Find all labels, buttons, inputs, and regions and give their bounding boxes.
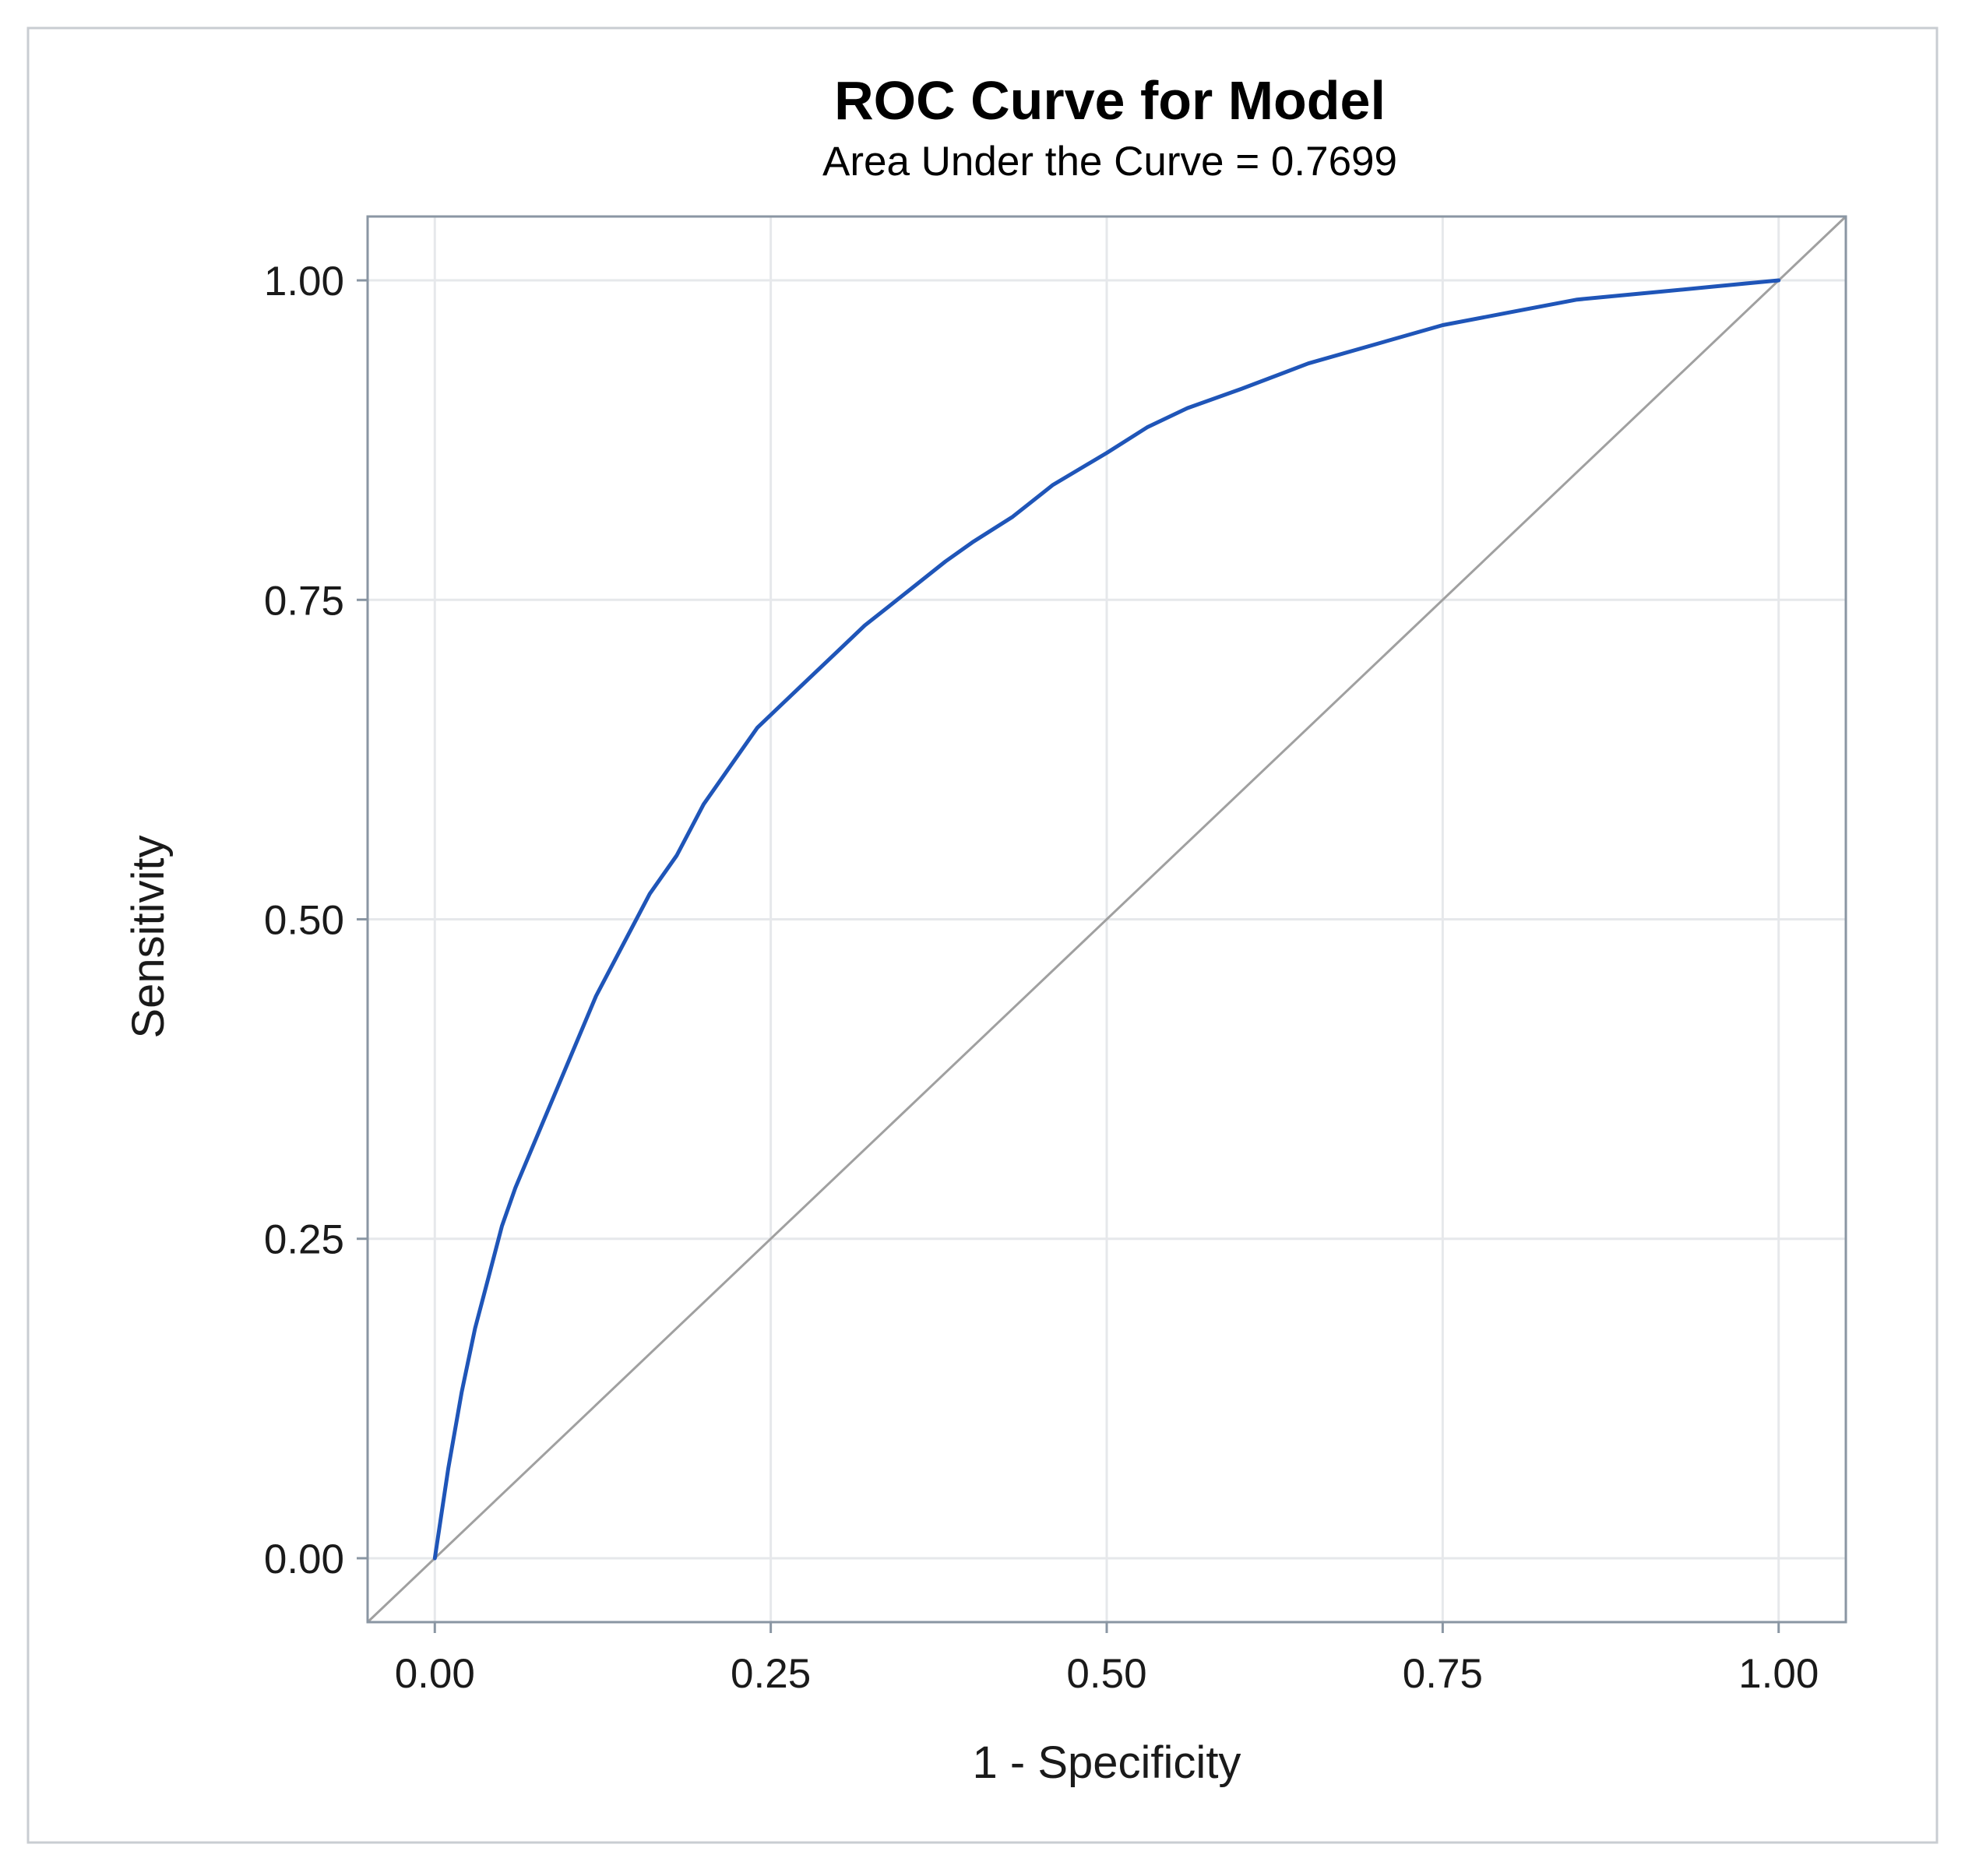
chart-subtitle: Area Under the Curve = 0.7699 [822, 139, 1397, 185]
x-tick-label: 0.75 [1403, 1651, 1483, 1697]
x-axis-ticks: 0.00 0.25 0.50 0.75 1.00 [395, 1622, 1819, 1697]
x-tick-label: 0.00 [395, 1651, 475, 1697]
chart-title: ROC Curve for Model [834, 70, 1386, 131]
y-axis-ticks: 0.00 0.25 0.50 0.75 1.00 [264, 259, 368, 1582]
y-tick-label: 0.00 [264, 1536, 344, 1582]
reference-diagonal-line [366, 215, 1847, 1624]
roc-curve-line [432, 278, 1781, 1561]
y-tick-label: 1.00 [264, 259, 344, 304]
y-axis-label: Sensitivity [123, 835, 174, 1038]
chart-outer-border [26, 26, 1939, 1844]
roc-curve-group [432, 278, 1781, 1561]
x-tick-label: 0.50 [1066, 1651, 1146, 1697]
y-tick-label: 0.50 [264, 898, 344, 944]
reference-line-group [366, 215, 1847, 1624]
y-tick-label: 0.75 [264, 578, 344, 624]
x-tick-label: 0.25 [731, 1651, 811, 1697]
x-tick-label: 1.00 [1738, 1651, 1819, 1697]
grid-lines [368, 216, 1846, 1622]
x-axis-label: 1 - Specificity [973, 1737, 1241, 1788]
y-tick-label: 0.25 [264, 1217, 344, 1263]
